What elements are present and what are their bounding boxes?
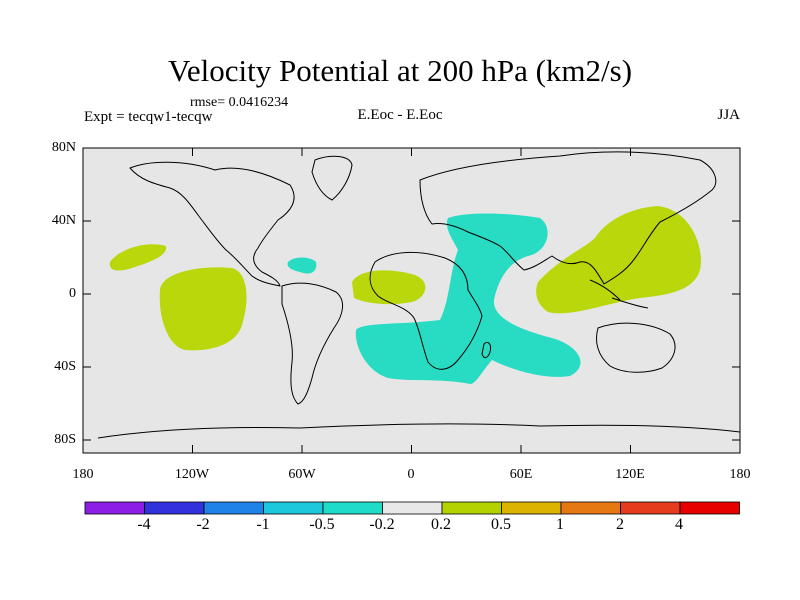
lat-label-40n: 40N — [51, 213, 76, 228]
experiment-label: Expt = tecqw1-tecqw — [84, 109, 213, 125]
coastline-south-america — [281, 282, 343, 405]
season-label: JJA — [717, 107, 740, 123]
lat-label-80n: 80N — [51, 140, 76, 155]
colorbar — [84, 501, 740, 515]
coastline-africa — [369, 251, 483, 370]
colorbar-label: -4 — [137, 516, 151, 533]
coastline-australia — [596, 322, 676, 373]
colorbar-label: 0.5 — [491, 516, 511, 533]
coastlines — [97, 151, 741, 439]
negative-regions — [287, 213, 581, 384]
colorbar-label: 0.2 — [431, 516, 451, 533]
colorbar-swatch — [441, 501, 502, 515]
coastline-madagascar — [481, 341, 491, 359]
colorbar-swatch — [263, 501, 324, 515]
lon-label-180w: 180 — [72, 467, 94, 482]
plot-title: Velocity Potential at 200 hPa (km2/s) — [167, 53, 633, 88]
colorbar-swatch — [203, 501, 264, 515]
colorbar-label: -1 — [256, 516, 270, 533]
lon-label-120w: 120W — [174, 467, 210, 482]
colorbar-label: -0.2 — [369, 516, 395, 533]
colorbar-swatch — [501, 501, 562, 515]
positive-region-west-africa — [352, 270, 426, 305]
positive-region-nw-pacific — [109, 244, 167, 271]
colorbar-swatch — [620, 501, 681, 515]
lon-label-180e: 180 — [729, 467, 751, 482]
colorbar-swatch — [382, 501, 443, 515]
lon-label-60w: 60W — [288, 467, 316, 482]
colorbar-swatch — [560, 501, 621, 515]
colorbar-label: 2 — [616, 516, 624, 533]
colorbar-swatch — [84, 501, 145, 515]
colorbar-label: -0.5 — [309, 516, 335, 533]
colorbar-swatch — [679, 501, 740, 515]
coastline-antarctica — [97, 423, 741, 439]
colorbar-label: 1 — [556, 516, 564, 533]
positive-regions — [109, 206, 701, 351]
lat-label-80s: 80S — [54, 432, 76, 447]
coastline-greenland — [311, 155, 353, 201]
lon-label-120e: 120E — [615, 467, 645, 482]
lon-label-0: 0 — [407, 467, 415, 482]
rmse-label: rmse= 0.0416234 — [190, 95, 289, 110]
positive-region-central-pacific — [159, 267, 247, 351]
colorbar-swatch — [322, 501, 383, 515]
lon-label-60e: 60E — [509, 467, 533, 482]
negative-region-caribbean — [287, 257, 317, 274]
lat-label-40s: 40S — [54, 359, 76, 374]
colorbar-swatch — [144, 501, 205, 515]
colorbar-label: 4 — [675, 516, 683, 533]
positive-region-asia-pacific — [536, 206, 701, 314]
lat-label-0: 0 — [69, 286, 76, 301]
negative-region-atlantic-africa — [355, 213, 581, 384]
colorbar-label: -2 — [196, 516, 210, 533]
coastline-maritime-continent — [589, 279, 649, 309]
coastline-north-america — [129, 161, 295, 287]
tick-marks — [82, 147, 741, 453]
coastline-eurasia — [419, 151, 717, 285]
center-subtitle: E.Eoc - E.Eoc — [357, 107, 443, 123]
